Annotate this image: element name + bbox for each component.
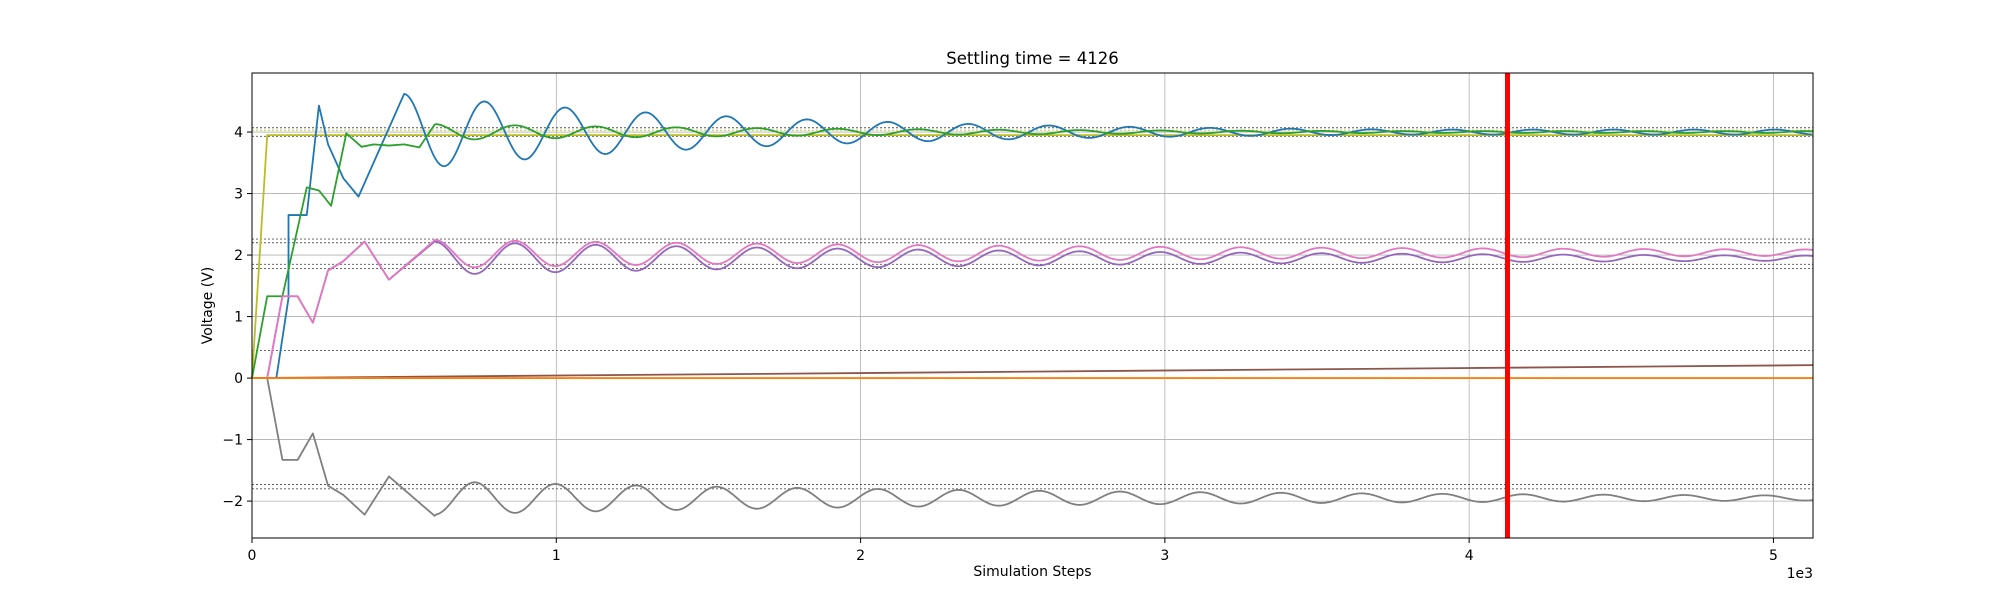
series-line — [251, 123, 1814, 379]
x-tick-label: 4 — [1465, 548, 1474, 564]
y-tick-label: −2 — [222, 494, 243, 510]
x-tick-label: 1 — [552, 548, 561, 564]
chart-title: Settling time = 4126 — [946, 49, 1119, 68]
grid-lines — [251, 73, 1813, 538]
x-tick-label: 2 — [856, 548, 865, 564]
reference-lines — [252, 127, 1813, 490]
series-line — [251, 364, 1814, 379]
series-line — [252, 93, 1812, 379]
y-tick-label: −1 — [222, 433, 243, 449]
x-axis-multiplier: 1e3 — [1787, 566, 1813, 582]
y-axis-ticks: −2 −1 0 1 2 3 4 — [222, 125, 252, 510]
plot-frame — [251, 72, 1814, 539]
series-line — [252, 238, 1814, 379]
series-line — [251, 134, 1813, 379]
y-tick-label: 1 — [234, 310, 243, 326]
y-tick-label: 2 — [234, 248, 243, 264]
series-lines — [251, 93, 1814, 517]
y-axis-label: Voltage (V) — [200, 267, 216, 344]
x-tick-label: 3 — [1160, 548, 1169, 564]
series-line — [252, 240, 1814, 379]
x-tick-label: 0 — [248, 548, 257, 564]
y-tick-label: 3 — [234, 187, 243, 203]
y-tick-label: 0 — [234, 371, 243, 387]
series-line — [252, 377, 1814, 517]
x-tick-label: 5 — [1769, 548, 1778, 564]
y-tick-label: 4 — [234, 125, 243, 141]
x-axis-label: Simulation Steps — [973, 564, 1091, 580]
x-axis-ticks: 0 1 2 3 4 5 — [248, 538, 1778, 564]
